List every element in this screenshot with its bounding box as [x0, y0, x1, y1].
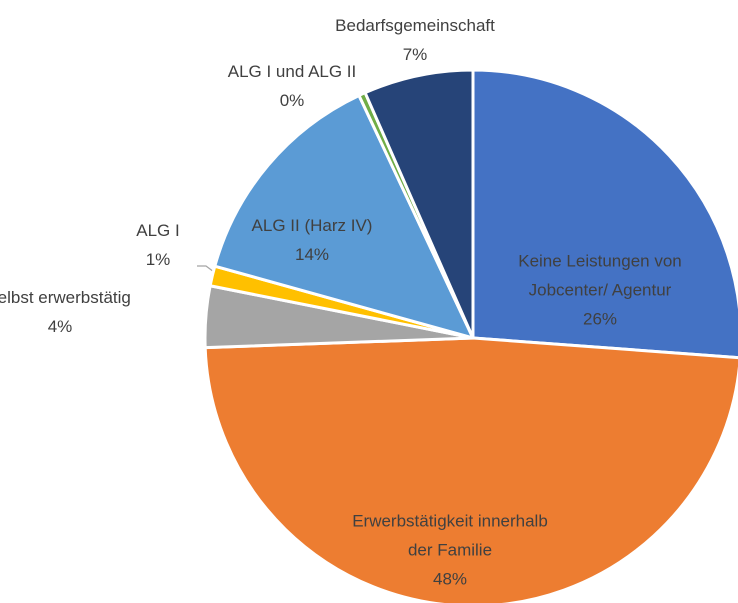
- value-label: 48%: [432, 569, 468, 589]
- slice-label: selbst erwerbstätig 4%: [0, 283, 131, 341]
- value-label: 4%: [47, 317, 73, 336]
- category-label: Bedarfsgemeinschaft: [335, 16, 495, 35]
- pie-slice: [363, 68, 475, 340]
- category-label: selbst erwerbstätig: [0, 288, 131, 307]
- slice-label: ALG II (Harz IV) 14%: [227, 211, 397, 269]
- value-label: 14%: [294, 245, 330, 264]
- value-label: 0%: [279, 91, 305, 110]
- category-label: Erwerbstätigkeit innerhalb der Familie: [352, 511, 548, 560]
- slice-label: ALG I und ALG II 0%: [228, 57, 357, 115]
- category-label: ALG I: [136, 221, 180, 240]
- pie-slice: [471, 68, 738, 360]
- leader-line: [197, 265, 215, 273]
- pie-slice: [203, 336, 738, 603]
- category-label: ALG I und ALG II: [227, 62, 357, 81]
- slice-label: ALG I 1%: [136, 216, 179, 274]
- category-label: ALG II (Harz IV): [251, 216, 373, 235]
- slice-label: Bedarfsgemeinschaft 7%: [335, 11, 495, 69]
- value-label: 7%: [402, 45, 428, 64]
- pie-slice: [213, 93, 475, 340]
- slice-label: Erwerbstätigkeit innerhalb der Familie 48…: [350, 507, 550, 594]
- slice-label: Keine Leistungen von Jobcenter/ Agentur 2…: [505, 247, 695, 334]
- value-label: 1%: [145, 250, 171, 269]
- category-label: Keine Leistungen von Jobcenter/ Agentur: [518, 251, 682, 300]
- value-label: 26%: [582, 309, 618, 329]
